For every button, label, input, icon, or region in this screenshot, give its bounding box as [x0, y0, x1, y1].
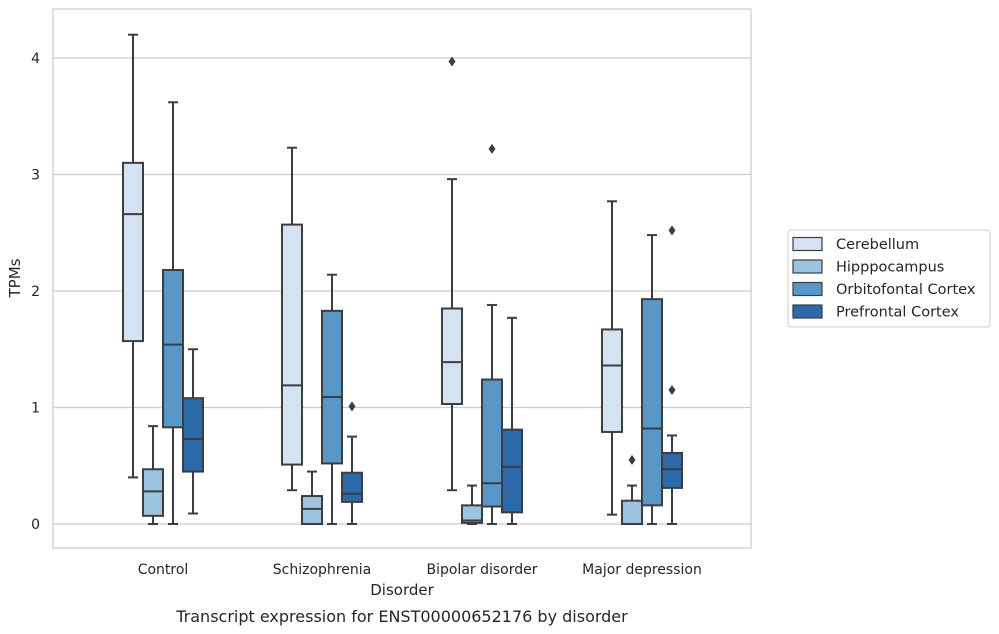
- box-0-0: [122, 33, 144, 479]
- box-0-3: [601, 200, 623, 516]
- box-iqr: [142, 468, 164, 517]
- y-tick-label: 2: [31, 284, 40, 300]
- outlier-point: [668, 385, 676, 396]
- box-2-3: [641, 234, 663, 525]
- y-tick-label: 4: [31, 51, 40, 67]
- x-tick-labels: Control Schizophrenia Bipolar disorder Majo…: [138, 562, 702, 578]
- outlier-point: [628, 454, 636, 465]
- box-iqr: [122, 161, 144, 343]
- box-iqr: [182, 397, 204, 473]
- box-0-2: [441, 56, 463, 492]
- box-3-1: [341, 401, 363, 525]
- legend: Cerebellum Hipppocampus Orbitofontal Corte…: [787, 229, 991, 328]
- box-iqr: [661, 451, 683, 489]
- figure-caption: Transcript expression for ENST0000065217…: [175, 607, 628, 626]
- legend-label: Prefrontal Cortex: [836, 305, 959, 321]
- y-axis-title: TPMs: [6, 258, 24, 298]
- legend-label: Orbitofontal Cortex: [836, 282, 976, 298]
- x-tick-label: Control: [138, 562, 189, 578]
- box-iqr: [281, 223, 303, 466]
- legend-swatch: [792, 281, 823, 297]
- box-3-3: [661, 225, 683, 525]
- box-iqr: [301, 495, 323, 526]
- box-3-2: [501, 316, 523, 525]
- y-tick-label: 1: [31, 401, 40, 417]
- box-iqr: [461, 504, 483, 524]
- boxes-layer: [122, 33, 683, 526]
- box-iqr: [162, 269, 184, 429]
- box-iqr: [321, 309, 343, 465]
- x-tick-label: Bipolar disorder: [426, 562, 537, 578]
- y-tick-labels: 0 1 2 3 4: [31, 51, 40, 533]
- y-tick-label: 3: [31, 168, 40, 184]
- outlier-point: [448, 56, 456, 67]
- box-3-0: [182, 348, 204, 515]
- box-iqr: [641, 298, 663, 507]
- box-iqr: [621, 499, 643, 526]
- box-iqr: [441, 307, 463, 406]
- x-axis-title: Disorder: [370, 581, 434, 599]
- y-tick-label: 0: [31, 517, 40, 533]
- outlier-point: [348, 401, 356, 412]
- legend-swatch: [792, 304, 823, 319]
- box-0-1: [281, 146, 303, 492]
- legend-label: Hipppocampus: [836, 260, 944, 276]
- legend-label: Cerebellum: [836, 237, 919, 253]
- legend-frame: [787, 229, 991, 328]
- x-tick-label: Major depression: [582, 562, 702, 578]
- legend-swatch: [792, 236, 823, 252]
- box-1-1: [301, 470, 323, 526]
- box-1-2: [461, 484, 483, 525]
- box-2-1: [321, 273, 343, 525]
- box-iqr: [481, 378, 503, 508]
- x-tick-label: Schizophrenia: [273, 562, 371, 578]
- box-1-3: [621, 454, 643, 526]
- box-iqr: [341, 471, 363, 503]
- box-2-0: [162, 101, 184, 525]
- legend-swatch: [792, 259, 823, 274]
- box-1-0: [142, 425, 164, 525]
- outlier-point: [488, 143, 496, 154]
- box-iqr: [601, 328, 623, 433]
- box-iqr: [501, 428, 523, 514]
- outlier-point: [668, 225, 676, 236]
